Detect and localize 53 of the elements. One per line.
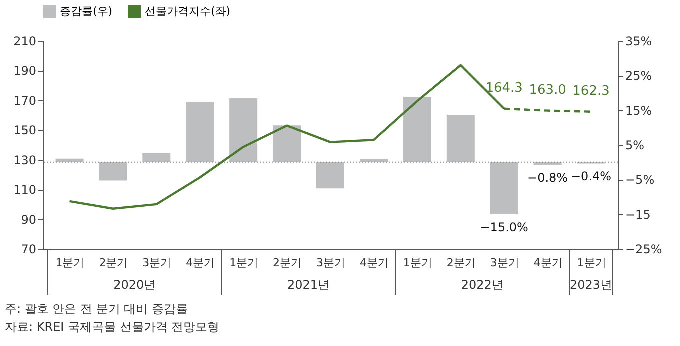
bar: [446, 115, 475, 162]
x-tick-label: 4분기: [360, 256, 389, 270]
text: 주: 괄호 안은 전 분기 대비 증감률: [5, 302, 188, 316]
bar: [403, 97, 432, 162]
y2-tick-label: −15: [626, 208, 651, 222]
bar: [316, 162, 344, 189]
data-label: −15.0%: [480, 220, 528, 234]
y-tick-label: 90: [21, 212, 36, 227]
legend-label: 증감률(우): [60, 4, 113, 18]
x-tick-label: 4분기: [534, 256, 563, 270]
y-tick-label: 130: [14, 153, 36, 168]
y2-tick-label: 15%: [626, 104, 652, 118]
text: 2020년: [114, 278, 156, 292]
bar: [490, 162, 518, 214]
bar: [142, 152, 171, 162]
data-label: −0.8%: [528, 171, 568, 186]
legend-label: 선물가격지수(좌): [145, 4, 231, 18]
y-tick-label: 170: [14, 94, 36, 108]
x-tick-label: 1분기: [577, 256, 606, 270]
y2-tick-label: 25%: [626, 69, 652, 84]
x-tick-label: 4분기: [186, 256, 216, 270]
y-tick-label: 110: [14, 183, 36, 198]
bar: [56, 158, 84, 162]
bar: [230, 98, 258, 162]
y-tick-label: 190: [14, 64, 36, 78]
y-tick-label: 210: [14, 34, 36, 48]
y-tick-label: 70: [21, 242, 36, 256]
data-label: 163.0: [529, 82, 566, 98]
y2-tick-label: 5%: [626, 138, 645, 152]
y-tick-label: 150: [14, 124, 36, 138]
bar: [273, 126, 302, 162]
x-tick-label: 1분기: [56, 256, 85, 270]
bar: [186, 102, 214, 162]
y2-tick-label: −25%: [626, 242, 662, 256]
x-tick-label: 1분기: [403, 256, 432, 270]
y2-tick-label: −5%: [626, 173, 655, 188]
bar: [360, 160, 388, 162]
x-tick-label: 1분기: [230, 256, 259, 270]
x-tick-label: 3분기: [316, 256, 346, 270]
text: 자료: KREI 국제곡물 선물가격 전망모형: [5, 320, 220, 334]
text: 2021년: [287, 278, 330, 292]
text: 2022년: [461, 278, 504, 292]
data-label: 164.3: [486, 80, 523, 96]
x-tick-label: 3분기: [142, 256, 172, 270]
y2-tick-label: 35%: [626, 34, 652, 48]
bar: [99, 162, 128, 181]
x-tick-label: 3분기: [490, 256, 520, 270]
data-label: 162.3: [572, 84, 610, 99]
data-label: −0.4%: [570, 170, 612, 184]
x-tick-label: 2분기: [99, 256, 128, 270]
x-tick-label: 2분기: [446, 256, 476, 270]
text: 2023년: [570, 278, 613, 292]
x-tick-label: 2분기: [273, 256, 302, 270]
